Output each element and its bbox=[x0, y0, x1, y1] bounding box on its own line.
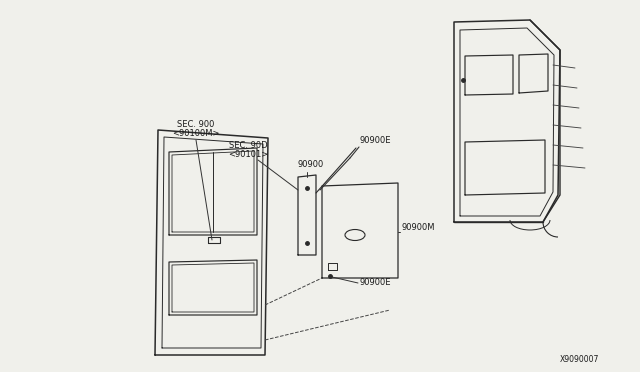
Text: 90900: 90900 bbox=[297, 160, 323, 169]
Text: X9090007: X9090007 bbox=[560, 355, 600, 364]
Text: 90900E: 90900E bbox=[360, 136, 392, 145]
Text: <90101>: <90101> bbox=[228, 150, 268, 159]
Text: 90900M: 90900M bbox=[402, 223, 435, 232]
Text: SEC. 90D: SEC. 90D bbox=[228, 141, 268, 150]
Text: SEC. 900: SEC. 900 bbox=[177, 120, 214, 129]
Text: <90100M>: <90100M> bbox=[172, 129, 220, 138]
Text: 90900E: 90900E bbox=[360, 278, 392, 287]
